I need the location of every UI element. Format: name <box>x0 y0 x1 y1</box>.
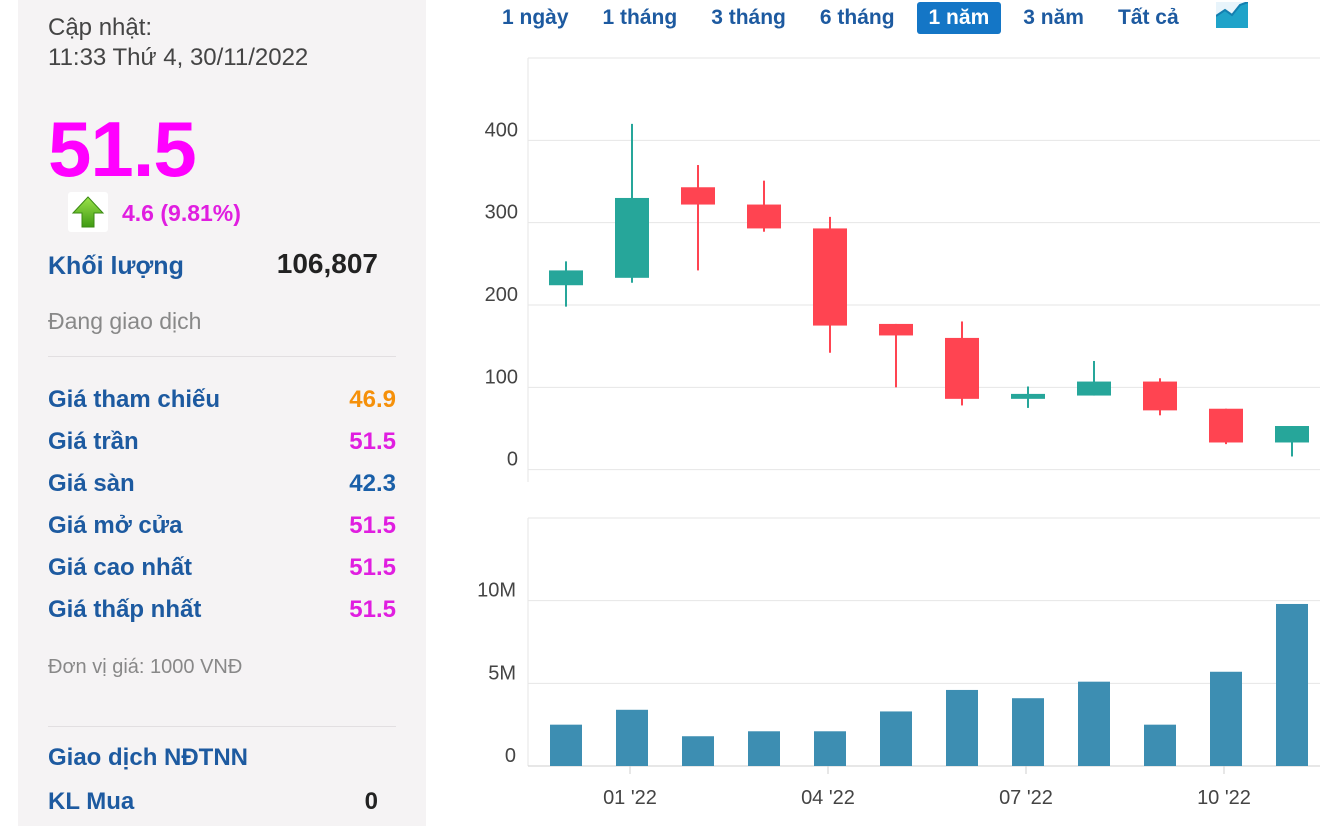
volume-bar <box>616 709 648 766</box>
price-tick-label: 0 <box>507 449 518 471</box>
divider <box>48 356 396 357</box>
foreign-trading-title: Giao dịch NĐTNN <box>48 744 249 771</box>
volume-bar <box>880 711 912 766</box>
x-axis: 01 '22 04 '22 07 '22 10 '22 <box>603 766 1251 809</box>
candle-body <box>1143 381 1177 411</box>
update-time: 11:33 Thứ 4, 30/11/2022 <box>48 44 309 71</box>
range-selector: 1 ngày 1 tháng 3 tháng 6 tháng 1 năm 3 n… <box>490 0 1201 36</box>
row-high-price: Giá cao nhất 51.5 <box>48 554 396 584</box>
grid <box>527 57 1320 767</box>
foreign-buy-value: 0 <box>364 788 378 815</box>
trading-status: Đang giao dịch <box>48 308 202 334</box>
range-button-6m[interactable]: 6 tháng <box>819 6 895 29</box>
row-low-price: Giá thấp nhất 51.5 <box>48 596 396 626</box>
row-label: Giá trần <box>48 428 139 455</box>
candle-body <box>615 197 649 278</box>
row-value: 51.5 <box>349 554 396 581</box>
volume-tick-label: 5M <box>488 662 516 684</box>
up-arrow-icon <box>68 192 108 232</box>
row-value: 51.5 <box>349 596 396 623</box>
range-button-1m[interactable]: 1 tháng <box>602 6 678 29</box>
volume-tick-label: 10M <box>477 580 516 602</box>
row-value: 42.3 <box>349 470 396 497</box>
row-value: 46.9 <box>349 386 396 413</box>
candle-body <box>747 204 781 229</box>
foreign-buy-label: KL Mua <box>48 788 135 815</box>
row-reference-price: Giá tham chiếu 46.9 <box>48 386 396 416</box>
price-tick-label: 400 <box>485 119 518 141</box>
volume-tick-label: 0 <box>505 745 516 767</box>
x-tick-label: 10 '22 <box>1197 787 1251 809</box>
candle-body <box>1275 426 1309 443</box>
price-tick-label: 200 <box>485 284 518 306</box>
volume-bar <box>1078 681 1110 766</box>
row-value: 51.5 <box>349 512 396 539</box>
current-price: 51.5 <box>48 105 197 193</box>
row-open-price: Giá mở cửa 51.5 <box>48 512 396 542</box>
row-ceiling-price: Giá trần 51.5 <box>48 428 396 458</box>
volume-value: 106,807 <box>276 248 378 279</box>
price-volume-chart: 0 100 200 300 400 0 5M 10M 01 '22 04 '22 07 '22 1… <box>477 57 1320 809</box>
row-label: Giá sàn <box>48 470 135 497</box>
area-chart-icon[interactable] <box>1215 1 1249 28</box>
volume-bar <box>1012 698 1044 766</box>
row-floor-price: Giá sàn 42.3 <box>48 470 396 500</box>
row-label: Giá mở cửa <box>48 512 183 539</box>
volume-bars <box>550 603 1308 766</box>
price-tick-label: 100 <box>485 366 518 388</box>
candle-body <box>1011 393 1045 399</box>
candle-body <box>1209 408 1243 443</box>
candle-body <box>1077 381 1111 396</box>
range-button-1d[interactable]: 1 ngày <box>502 6 569 29</box>
divider <box>48 726 396 727</box>
range-button-all[interactable]: Tất cả <box>1117 6 1179 29</box>
price-unit-note: Đơn vị giá: 1000 VNĐ <box>48 656 243 678</box>
update-label: Cập nhật: <box>48 14 153 41</box>
row-label: Giá tham chiếu <box>48 386 221 413</box>
candle-body <box>681 187 715 205</box>
price-change: 4.6 (9.81%) <box>122 200 241 226</box>
candle-body <box>813 228 847 326</box>
x-tick-label: 07 '22 <box>999 787 1053 809</box>
volume-axis: 0 5M 10M <box>477 580 1320 767</box>
volume-bar <box>748 731 780 766</box>
range-button-3y[interactable]: 3 năm <box>1023 6 1084 29</box>
price-axis: 0 100 200 300 400 <box>485 119 1320 471</box>
volume-bar <box>946 689 978 766</box>
volume-bar <box>1144 724 1176 766</box>
range-button-3m[interactable]: 3 tháng <box>711 6 786 29</box>
row-label: Giá cao nhất <box>48 554 193 581</box>
candle-body <box>945 337 979 399</box>
volume-bar <box>682 736 714 766</box>
row-label: Giá thấp nhất <box>48 596 202 623</box>
range-button-1y[interactable]: 1 năm <box>916 2 1002 34</box>
volume-bar <box>814 731 846 766</box>
x-tick-label: 04 '22 <box>801 787 855 809</box>
volume-bar <box>550 724 582 766</box>
row-value: 51.5 <box>349 428 396 455</box>
volume-label: Khối lượng <box>48 252 184 280</box>
volume-bar <box>1210 671 1242 766</box>
volume-bar <box>1276 603 1308 766</box>
price-tick-label: 300 <box>485 202 518 224</box>
stock-info-panel: Cập nhật: 11:33 Thứ 4, 30/11/2022 51.5 4… <box>18 0 426 826</box>
candle-body <box>879 323 913 336</box>
candle-body <box>549 270 583 286</box>
x-tick-label: 01 '22 <box>603 787 657 809</box>
candles <box>549 123 1309 457</box>
